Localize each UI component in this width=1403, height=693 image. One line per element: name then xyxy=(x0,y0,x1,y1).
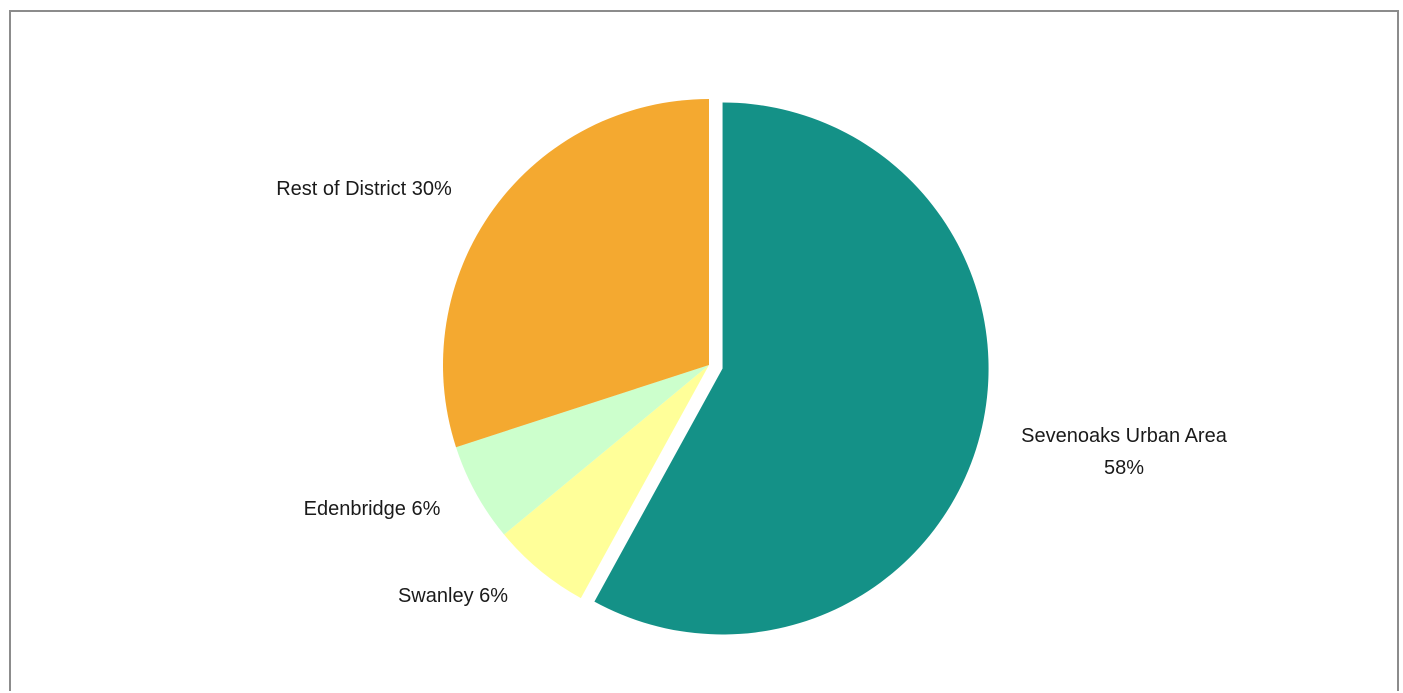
pie-slices xyxy=(442,99,989,635)
label-edenbridge: Edenbridge 6% xyxy=(304,498,441,520)
label-sevenoaks-line1: Sevenoaks Urban Area xyxy=(1021,425,1228,447)
pie-labels: Sevenoaks Urban Area 58% Swanley 6% Eden… xyxy=(276,178,1228,607)
pie-slice-edenbridge xyxy=(456,365,709,535)
label-rest-of-district: Rest of District 30% xyxy=(276,178,452,200)
label-swanley: Swanley 6% xyxy=(398,585,508,607)
pie-slice-sevenoaks-urban-area xyxy=(594,102,989,635)
label-sevenoaks-line2: 58% xyxy=(1104,457,1144,479)
pie-slice-swanley xyxy=(504,365,709,599)
pie-slice-rest-of-district xyxy=(442,99,709,448)
